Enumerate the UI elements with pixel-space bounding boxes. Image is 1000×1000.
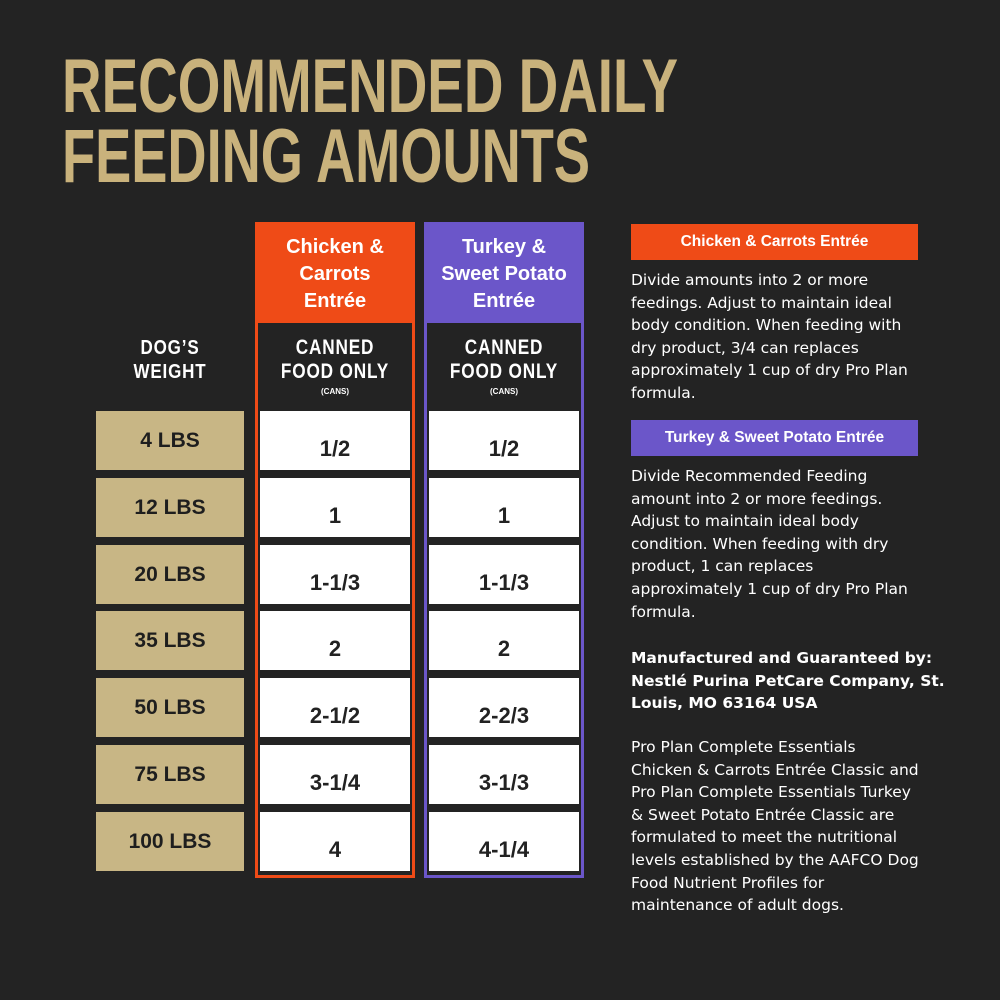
disclaimer-text: formulated to meet the nutritional	[631, 828, 898, 847]
column-subheader: FOOD ONLY	[280, 360, 390, 383]
note-text: dry product, 3/4 can replaces	[631, 338, 859, 357]
weight-header: DOG’S	[140, 337, 200, 359]
amount-cell: 1/2	[260, 411, 410, 470]
note-text: product, 1 can replaces	[631, 557, 814, 576]
disclaimer-text: Pro Plan Complete Essentials Turkey	[631, 783, 911, 802]
weight-cell: 100 LBS	[96, 811, 244, 871]
amount-cell: 1-1/3	[429, 544, 579, 604]
column-subheader: FOOD ONLY	[449, 360, 559, 383]
column-name: Turkey &	[461, 236, 547, 258]
manufacturer-text: Manufactured and Guaranteed by:	[631, 649, 933, 667]
amount-cell: 2	[429, 611, 579, 671]
weight-cell: 35 LBS	[96, 611, 244, 671]
amount-cell: 1/2	[429, 411, 579, 470]
title: RECOMMENDED DAILY FEEDING AMOUNTS	[62, 44, 678, 199]
title-line: FEEDING AMOUNTS	[62, 114, 590, 199]
amount-cell: 2-1/2	[260, 678, 410, 738]
column-name: Entrée	[472, 290, 536, 312]
note-label: Chicken & Carrots Entrée	[631, 224, 918, 260]
column-name: Sweet Potato	[441, 263, 567, 285]
column-header-bg	[424, 222, 584, 323]
column-name: Chicken &	[286, 236, 384, 258]
weight-cell: 75 LBS	[96, 745, 244, 804]
disclaimer-text: maintenance of adult dogs.	[631, 896, 844, 915]
column-name: Entrée	[303, 290, 367, 312]
note-text: formula.	[631, 384, 696, 402]
amount-cell: 2	[260, 611, 410, 671]
weight-cell: 12 LBS	[96, 477, 244, 537]
disclaimer-text: Pro Plan Complete Essentials	[631, 738, 856, 756]
disclaimer-text: levels established by the AAFCO Dog	[631, 851, 919, 869]
note-text: Adjust to maintain ideal body	[631, 512, 859, 531]
title-line: RECOMMENDED DAILY	[62, 44, 678, 129]
amount-cell: 1-1/3	[260, 544, 410, 604]
weight-cell: 4 LBS	[96, 411, 244, 470]
column-header-bg	[255, 222, 415, 323]
note-text: amount into 2 or more feedings.	[631, 489, 883, 508]
disclaimer-text: Food Nutrient Profiles for	[631, 873, 825, 892]
note-text: condition. When feeding with dry	[631, 534, 889, 553]
note-text: approximately 1 cup of dry Pro Plan	[631, 361, 908, 380]
disclaimer-text: & Sweet Potato Entrée Classic are	[631, 805, 895, 824]
weight-header: WEIGHT	[133, 361, 207, 383]
note-text: Divide amounts into 2 or more	[631, 271, 869, 289]
note-label: Turkey & Sweet Potato Entrée	[631, 420, 918, 456]
manufacturer-text: Nestlé Purina PetCare Company, St.	[631, 671, 945, 690]
note-text: feedings. Adjust to maintain ideal	[631, 293, 892, 312]
column-unit: (CANS)	[490, 387, 518, 396]
amount-cell: 4	[260, 811, 410, 871]
manufacturer-text: Louis, MO 63164 USA	[631, 694, 818, 713]
note-text: approximately 1 cup of dry Pro Plan	[631, 580, 908, 598]
amount-cell: 3-1/4	[260, 745, 410, 804]
amount-cell: 1	[260, 477, 410, 537]
column-name: Carrots	[299, 263, 371, 285]
amount-cell: 4-1/4	[429, 811, 579, 871]
column-subheader: CANNED	[464, 336, 544, 359]
amount-cell: 2-2/3	[429, 678, 579, 738]
amount-cell: 1	[429, 477, 579, 537]
disclaimer-text: Chicken & Carrots Entrée Classic and	[631, 760, 919, 779]
note-text: Divide Recommended Feeding	[631, 467, 868, 485]
note-text: body condition. When feeding with	[631, 316, 902, 335]
weight-cell: 20 LBS	[96, 544, 244, 604]
column-unit: (CANS)	[321, 387, 349, 396]
column-subheader: CANNED	[295, 336, 375, 359]
note-text: formula.	[631, 602, 696, 621]
amount-cell: 3-1/3	[429, 745, 579, 804]
weight-cell: 50 LBS	[96, 678, 244, 738]
